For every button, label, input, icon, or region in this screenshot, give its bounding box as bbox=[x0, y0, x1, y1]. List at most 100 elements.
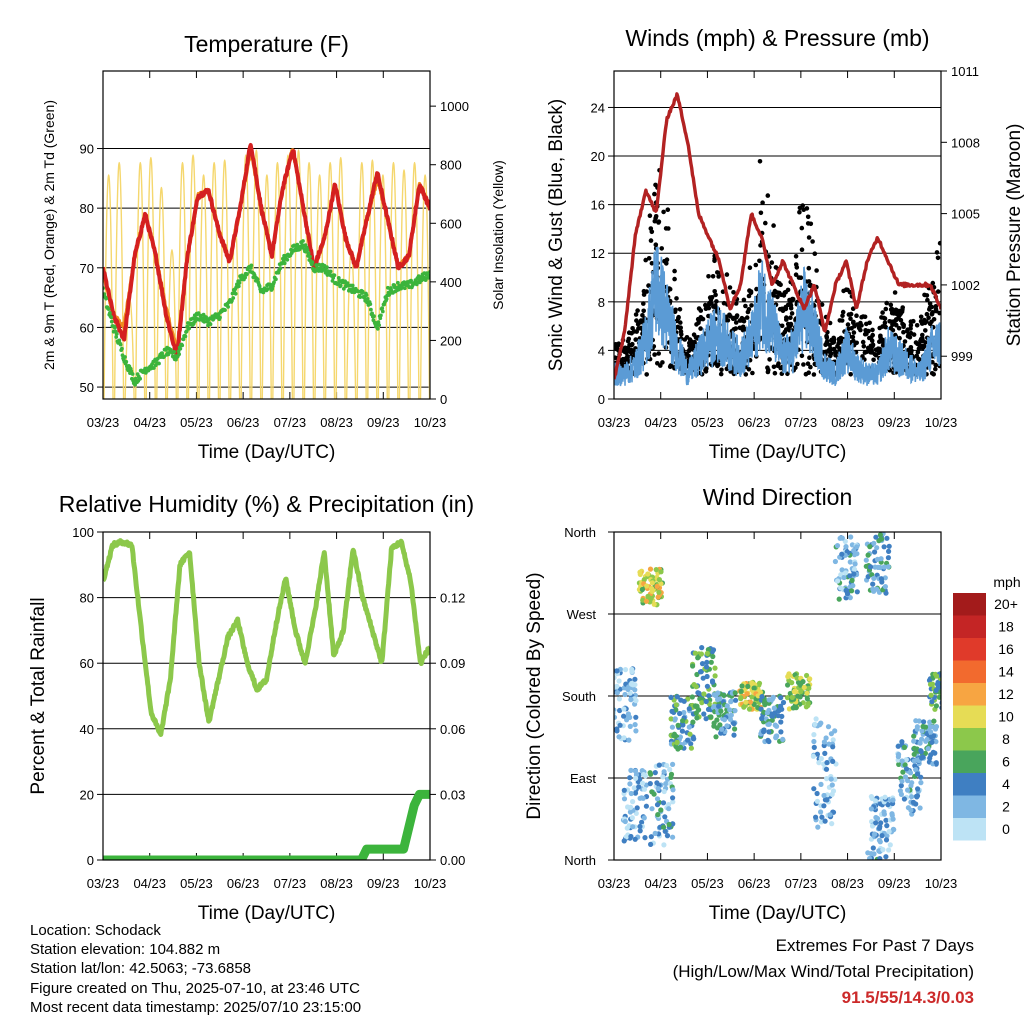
created-text: Figure created on Thu, 2025-07-10, at 23… bbox=[30, 979, 360, 997]
gust-point bbox=[793, 272, 799, 278]
gust-point bbox=[893, 311, 899, 316]
direction-point bbox=[639, 586, 646, 593]
direction-point bbox=[881, 544, 887, 550]
direction-point bbox=[614, 668, 620, 674]
direction-point bbox=[652, 830, 658, 837]
gust-point bbox=[798, 275, 804, 281]
x-tick-label: 04/23 bbox=[133, 876, 166, 891]
gust-point bbox=[626, 336, 632, 342]
direction-point bbox=[633, 728, 639, 734]
gust-point bbox=[797, 209, 802, 215]
x-tick-label: 05/23 bbox=[180, 415, 213, 430]
chart-title: Relative Humidity (%) & Precipitation (i… bbox=[59, 491, 474, 517]
direction-point bbox=[886, 829, 892, 835]
direction-point bbox=[629, 815, 635, 821]
direction-point bbox=[627, 714, 633, 721]
gust-point bbox=[906, 332, 911, 337]
direction-point bbox=[883, 854, 889, 860]
dewpoint-point bbox=[274, 277, 278, 282]
direction-point bbox=[621, 713, 627, 719]
direction-point bbox=[868, 794, 875, 800]
direction-point bbox=[628, 833, 634, 840]
y-tick-label: 16 bbox=[591, 198, 605, 213]
direction-point bbox=[851, 552, 858, 558]
gust-point bbox=[665, 207, 671, 212]
gust-point bbox=[801, 207, 806, 212]
direction-point bbox=[661, 769, 667, 775]
direction-point bbox=[887, 842, 893, 848]
direction-point bbox=[628, 697, 634, 703]
direction-cluster bbox=[784, 671, 813, 712]
direction-point bbox=[704, 673, 710, 680]
direction-point bbox=[632, 768, 639, 774]
plot-frame bbox=[613, 531, 942, 861]
gust-point bbox=[763, 220, 768, 226]
gust-point bbox=[687, 347, 692, 353]
direction-point bbox=[824, 776, 830, 782]
direction-point bbox=[764, 710, 771, 716]
direction-point bbox=[666, 806, 672, 812]
direction-point bbox=[883, 837, 890, 843]
direction-point bbox=[873, 814, 879, 821]
direction-cluster bbox=[737, 679, 766, 712]
direction-point bbox=[854, 589, 860, 595]
direction-point bbox=[614, 726, 620, 732]
direction-point bbox=[738, 688, 744, 694]
timestamp-text: Most recent data timestamp: 2025/07/10 2… bbox=[30, 998, 362, 1016]
x-tick-label: 03/23 bbox=[598, 415, 631, 430]
gust-point bbox=[848, 372, 853, 377]
direction-point bbox=[910, 799, 917, 806]
gust-point bbox=[873, 352, 879, 358]
gust-point bbox=[833, 353, 838, 358]
direction-point bbox=[756, 680, 763, 686]
direction-point bbox=[807, 676, 813, 682]
direction-point bbox=[828, 776, 834, 782]
direction-point bbox=[765, 737, 771, 744]
gust-point bbox=[741, 297, 747, 303]
direction-point bbox=[780, 699, 787, 706]
gust-point bbox=[783, 306, 789, 312]
extremes-title: Extremes For Past 7 Days bbox=[775, 936, 974, 955]
gust-point bbox=[906, 347, 911, 353]
gust-point bbox=[677, 325, 682, 331]
direction-point bbox=[919, 728, 925, 734]
direction-point bbox=[834, 543, 841, 549]
y-tick-label: 50 bbox=[80, 380, 94, 395]
chart-title: Winds (mph) & Pressure (mb) bbox=[625, 25, 929, 51]
gust-point bbox=[641, 301, 646, 306]
x-tick-label: 08/23 bbox=[831, 415, 864, 430]
direction-point bbox=[913, 718, 919, 724]
direction-point bbox=[766, 721, 772, 727]
gust-point bbox=[713, 292, 718, 298]
direction-point bbox=[939, 672, 941, 678]
direction-point bbox=[885, 555, 892, 561]
direction-point bbox=[941, 699, 946, 704]
dewpoint-point bbox=[108, 311, 112, 315]
direction-point bbox=[849, 577, 855, 584]
legend-label: 0 bbox=[1002, 821, 1010, 837]
y-right-tick-label: 1005 bbox=[951, 207, 980, 222]
direction-point bbox=[614, 675, 617, 681]
gust-point bbox=[716, 362, 721, 367]
direction-point bbox=[851, 548, 857, 554]
gust-point bbox=[691, 332, 697, 338]
legend-swatch bbox=[953, 660, 986, 683]
y-axis-label: 2m & 9m T (Red, Orange) & 2m Td (Green) bbox=[41, 100, 57, 370]
dewpoint-point bbox=[328, 269, 333, 274]
gust-point bbox=[914, 323, 920, 328]
gust-point bbox=[840, 309, 846, 315]
direction-point bbox=[933, 760, 939, 766]
direction-point bbox=[911, 733, 917, 739]
gust-point bbox=[900, 321, 905, 327]
series-relative-humidity bbox=[103, 538, 430, 737]
direction-point bbox=[946, 685, 951, 690]
direction-point bbox=[685, 737, 691, 743]
dewpoint-point bbox=[109, 319, 114, 324]
direction-point bbox=[617, 722, 623, 728]
x-tick-label: 06/23 bbox=[227, 876, 260, 891]
direction-point bbox=[829, 782, 835, 788]
direction-point bbox=[733, 697, 739, 703]
direction-point bbox=[925, 746, 931, 752]
y-tick-label: 80 bbox=[80, 201, 94, 216]
direction-point bbox=[773, 735, 779, 741]
